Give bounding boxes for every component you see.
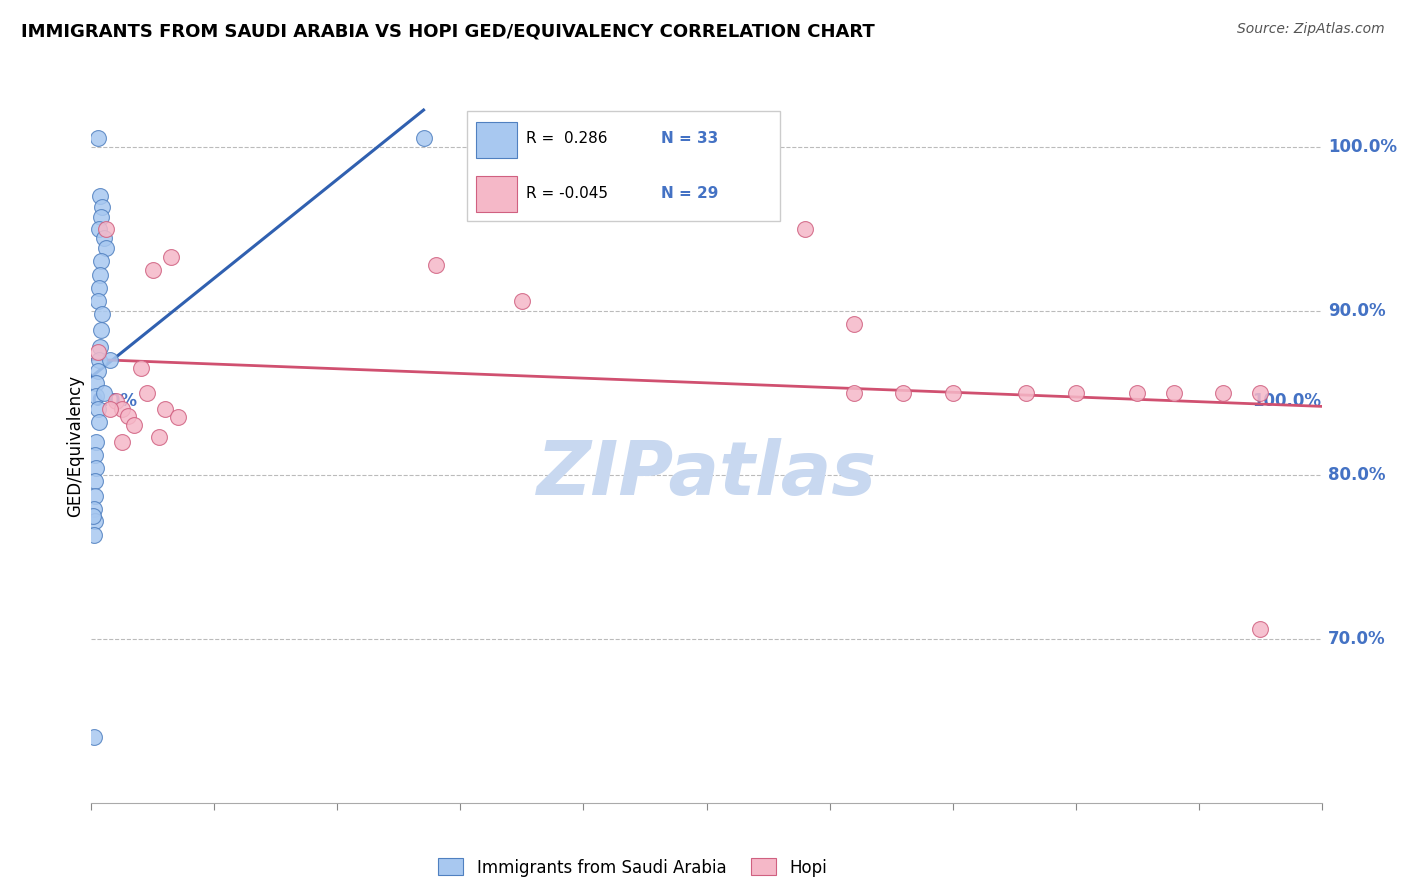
Point <box>412 131 434 145</box>
Point <box>86 434 108 449</box>
Point <box>510 293 533 308</box>
Point <box>166 410 188 425</box>
Text: IMMIGRANTS FROM SAUDI ARABIA VS HOPI GED/EQUIVALENCY CORRELATION CHART: IMMIGRANTS FROM SAUDI ARABIA VS HOPI GED… <box>21 22 875 40</box>
Text: ZIPatlas: ZIPatlas <box>537 438 876 511</box>
Point <box>89 189 111 203</box>
Point <box>1163 385 1185 400</box>
Point <box>90 323 112 337</box>
Point <box>84 514 107 528</box>
Point <box>153 402 177 417</box>
Point <box>84 448 107 462</box>
Point <box>84 489 107 503</box>
Point <box>1126 385 1149 400</box>
Point <box>842 317 865 331</box>
Point <box>1249 622 1271 636</box>
Point <box>142 262 165 277</box>
Point <box>1064 385 1087 400</box>
Point <box>82 508 104 523</box>
Point <box>1249 385 1271 400</box>
Point <box>1015 385 1038 400</box>
Point <box>91 200 114 214</box>
Point <box>96 241 117 255</box>
Point <box>93 231 115 245</box>
Point <box>425 258 447 272</box>
Point <box>87 415 110 429</box>
Legend: Immigrants from Saudi Arabia, Hopi: Immigrants from Saudi Arabia, Hopi <box>439 858 827 877</box>
Text: 90.0%: 90.0% <box>1327 301 1385 319</box>
Point <box>89 340 111 354</box>
Point <box>111 434 134 449</box>
Point <box>96 221 117 235</box>
Point <box>83 528 105 542</box>
Point <box>124 418 146 433</box>
Point <box>1212 385 1234 400</box>
Point <box>87 352 110 367</box>
Point <box>160 250 183 264</box>
Text: 100.0%: 100.0% <box>1327 137 1396 155</box>
Point <box>86 402 108 417</box>
Text: Source: ZipAtlas.com: Source: ZipAtlas.com <box>1237 22 1385 37</box>
Y-axis label: GED/Equivalency: GED/Equivalency <box>66 375 84 517</box>
Text: 0.0%: 0.0% <box>91 392 138 410</box>
Point <box>89 268 111 282</box>
Point <box>135 385 157 400</box>
Point <box>842 385 865 400</box>
Point <box>86 131 108 145</box>
Point <box>90 210 112 224</box>
Point <box>86 344 108 359</box>
Point <box>111 402 134 417</box>
Point <box>83 730 105 744</box>
Text: 70.0%: 70.0% <box>1327 630 1385 648</box>
Point <box>86 376 108 390</box>
Point <box>90 254 112 268</box>
Point <box>941 385 963 400</box>
Point <box>793 221 815 235</box>
Point <box>105 393 127 408</box>
Point <box>129 361 152 376</box>
Point <box>86 389 108 403</box>
Point <box>91 307 114 321</box>
Point <box>148 430 170 444</box>
Text: 80.0%: 80.0% <box>1327 466 1385 483</box>
Point <box>117 409 139 423</box>
Text: 100.0%: 100.0% <box>1253 392 1322 410</box>
Point <box>83 502 105 516</box>
Point <box>86 364 108 378</box>
Point <box>93 385 115 400</box>
Point <box>891 385 914 400</box>
Point <box>84 475 107 489</box>
Point <box>98 402 121 417</box>
Point <box>87 281 110 295</box>
Point <box>98 352 121 367</box>
Point <box>86 293 108 308</box>
Point <box>86 461 108 475</box>
Point <box>87 221 110 235</box>
